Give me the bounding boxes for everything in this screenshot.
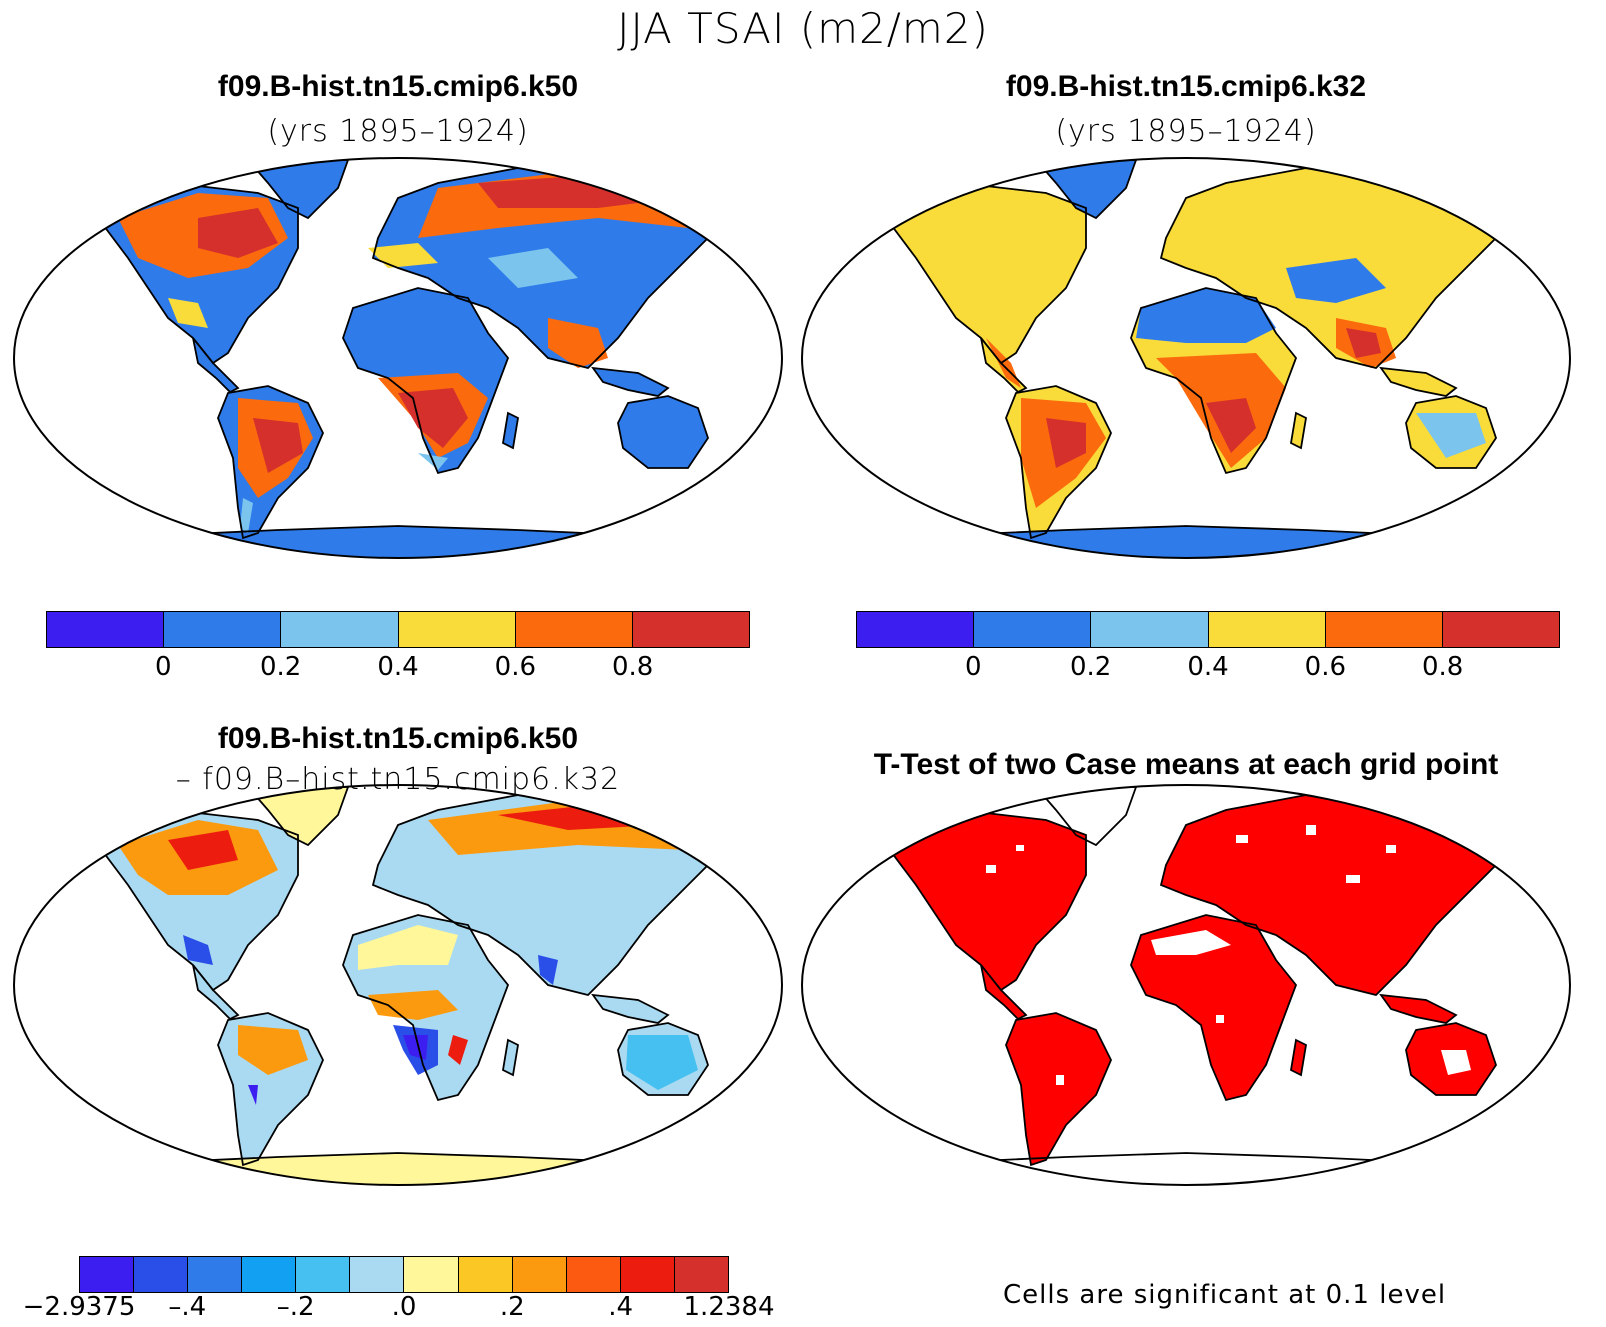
colorbar-swatch — [1091, 612, 1209, 647]
panel-diff-title: f09.B-hist.tn15.cmip6.k50 — [217, 722, 579, 755]
panel-k32-title: f09.B-hist.tn15.cmip6.k32 — [1005, 70, 1367, 103]
colorbar-tick-label: 0 — [965, 652, 982, 682]
significance-note: Cells are significant at 0.1 level — [1003, 1280, 1447, 1310]
colorbar-tick-label: 0.6 — [494, 652, 537, 682]
colorbar-swatch — [1442, 612, 1560, 647]
colorbar-tick-label: –.4 — [168, 1292, 207, 1322]
map-ttest — [801, 784, 1571, 1186]
colorbar-tick-label: 0 — [155, 652, 172, 682]
colorbar-tick-label: 0.2 — [1069, 652, 1112, 682]
colorbar-swatch — [1208, 612, 1326, 647]
panel-diff-subtitle: – f09.B–hist.tn15.cmip6.k32 — [175, 762, 621, 797]
colorbar-tick-label: 0.4 — [1187, 652, 1229, 682]
colorbar-diff — [79, 1256, 729, 1293]
colorbar-swatch — [188, 1257, 243, 1292]
colorbar-tick-label: .2 — [499, 1292, 525, 1322]
colorbar-tick-label: 0.8 — [611, 652, 654, 682]
colorbar-tick-label: .0 — [391, 1292, 417, 1322]
colorbar-tick-label: −2.9375 — [22, 1292, 136, 1322]
colorbar-tick-label: 1.2384 — [683, 1292, 775, 1322]
colorbar-swatch — [296, 1257, 351, 1292]
colorbar-tick-label: 0.2 — [259, 652, 302, 682]
colorbar-k50 — [46, 611, 750, 648]
colorbar-swatch — [512, 1257, 567, 1292]
colorbar-swatch — [350, 1257, 405, 1292]
colorbar-tick-label: 0.8 — [1421, 652, 1464, 682]
colorbar-swatch — [974, 612, 1092, 647]
colorbar-swatch — [1325, 612, 1443, 647]
colorbar-swatch — [857, 612, 975, 647]
colorbar-swatch — [134, 1257, 189, 1292]
colorbar-k32 — [856, 611, 1560, 648]
colorbar-swatch — [632, 612, 750, 647]
colorbar-swatch — [164, 612, 282, 647]
panel-k50-subtitle: (yrs 1895–1924) — [267, 114, 529, 149]
map-k50 — [13, 157, 783, 559]
colorbar-swatch — [47, 612, 165, 647]
colorbar-swatch — [458, 1257, 513, 1292]
colorbar-swatch — [80, 1257, 135, 1292]
colorbar-swatch — [674, 1257, 728, 1292]
figure-title: JJA TSAI (m2/m2) — [617, 4, 989, 53]
colorbar-swatch — [404, 1257, 459, 1292]
panel-k50-title: f09.B-hist.tn15.cmip6.k50 — [217, 70, 579, 103]
colorbar-swatch — [566, 1257, 621, 1292]
colorbar-swatch — [281, 612, 399, 647]
colorbar-tick-label: –.2 — [276, 1292, 315, 1322]
map-diff — [13, 784, 783, 1186]
colorbar-swatch — [515, 612, 633, 647]
map-k32 — [801, 157, 1571, 559]
colorbar-tick-label: 0.4 — [377, 652, 419, 682]
panel-ttest-title: T-Test of two Case means at each grid po… — [873, 748, 1499, 781]
panel-k32-subtitle: (yrs 1895–1924) — [1055, 114, 1317, 149]
colorbar-swatch — [242, 1257, 297, 1292]
colorbar-tick-label: .4 — [608, 1292, 634, 1322]
colorbar-tick-label: 0.6 — [1304, 652, 1347, 682]
colorbar-swatch — [398, 612, 516, 647]
colorbar-swatch — [620, 1257, 675, 1292]
